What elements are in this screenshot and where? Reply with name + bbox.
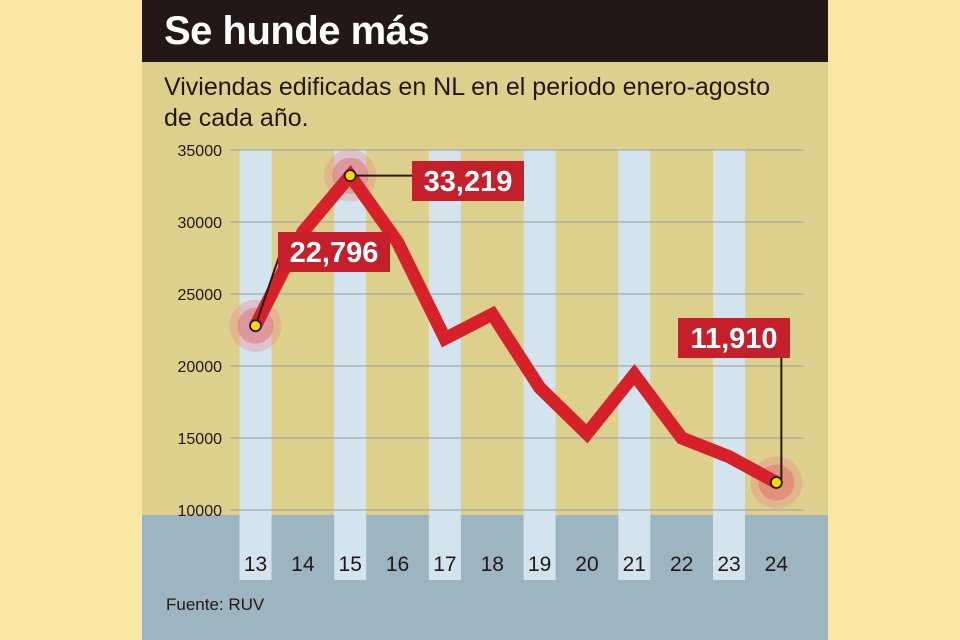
y-tick-label: 35000 <box>178 143 223 160</box>
x-tick-label: 19 <box>528 553 551 576</box>
x-tick-label: 13 <box>244 553 267 576</box>
callout-box <box>278 232 390 272</box>
title-bar: Se hunde más <box>142 0 828 62</box>
series-line <box>249 164 780 489</box>
callout-label: 11,910 <box>690 323 777 355</box>
x-tick-label: 23 <box>717 553 740 576</box>
y-tick-label: 10000 <box>178 503 223 520</box>
chart-title: Se hunde más <box>164 9 430 53</box>
line-chart: 35000 30000 25000 20000 15000 10000 13 14 15 16 17… <box>142 143 828 640</box>
callout-label: 33,219 <box>424 166 513 198</box>
column-band <box>239 515 272 580</box>
source-note: Fuente: RUV <box>166 595 265 614</box>
y-tick-label: 30000 <box>178 215 223 232</box>
x-tick-label: 20 <box>575 553 598 576</box>
data-point-marker <box>343 169 357 183</box>
y-tick-label: 15000 <box>178 431 223 448</box>
data-point-marker <box>249 319 262 333</box>
x-tick-label: 24 <box>765 553 789 576</box>
chart-subtitle: Viviendas edificadas en NL en el periodo… <box>164 73 770 132</box>
callout-label: 22,796 <box>290 237 379 269</box>
column-band <box>428 515 461 580</box>
y-tick-label: 20000 <box>178 359 223 376</box>
x-tick-label: 21 <box>623 553 646 576</box>
column-band <box>713 515 745 580</box>
x-tick-label: 22 <box>670 553 693 576</box>
column-band <box>618 515 651 580</box>
x-tick-label: 17 <box>433 553 456 576</box>
x-tick-label: 16 <box>386 553 409 576</box>
x-tick-label: 15 <box>339 553 362 576</box>
y-tick-label: 25000 <box>178 287 223 304</box>
x-tick-label: 14 <box>291 553 315 576</box>
callout-box <box>678 318 790 358</box>
column-band <box>523 515 556 580</box>
infographic-panel: Se hunde más Viviendas edificadas en NL … <box>142 0 828 640</box>
x-tick-label: 18 <box>481 553 504 576</box>
data-point-marker <box>769 476 783 489</box>
column-band <box>334 515 367 580</box>
callout-box <box>412 161 524 201</box>
